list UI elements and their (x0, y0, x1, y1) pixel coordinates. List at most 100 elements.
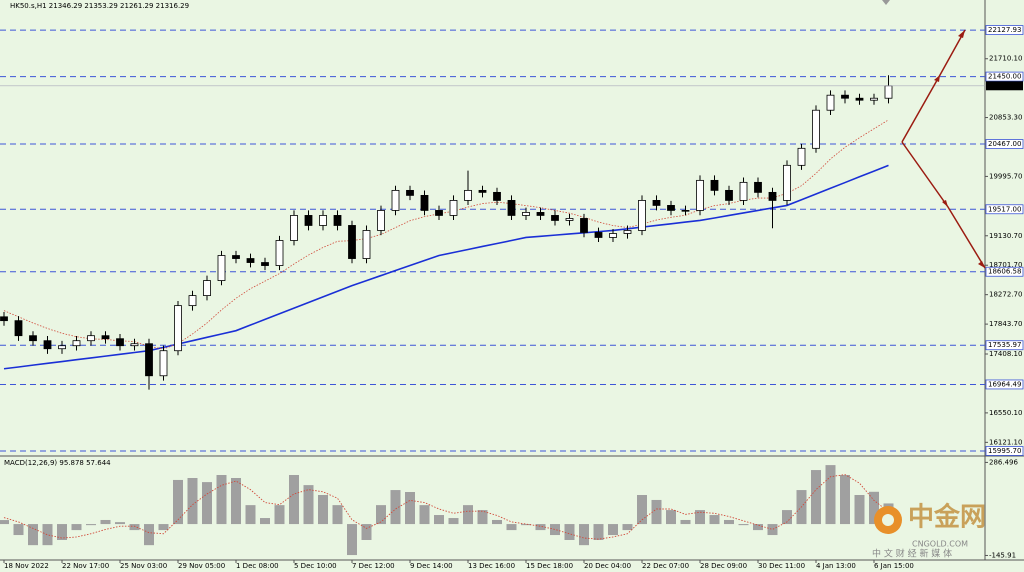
candle-body (435, 210, 443, 216)
x-tick-label: 1 Dec 08:00 (236, 562, 279, 570)
candle-body (406, 189, 414, 196)
brand: 中金网 (908, 502, 986, 533)
macd-bar (738, 524, 749, 526)
candle-body (130, 343, 139, 347)
candle-body (72, 340, 81, 347)
x-tick-label: 28 Dec 09:00 (700, 562, 747, 570)
macd-bar (100, 519, 111, 525)
macd-bar (753, 524, 763, 531)
x-tick-label: 6 Jan 15:00 (874, 562, 914, 570)
candle-body (696, 179, 704, 211)
x-tick-label: 4 Jan 13:00 (816, 562, 856, 570)
candle-body (507, 200, 516, 216)
macd-bar (535, 524, 546, 531)
level-label: 20467.00 (988, 140, 1021, 148)
candle-body (188, 295, 197, 307)
macd-bar (245, 505, 256, 525)
macd-bar (593, 524, 604, 540)
candle-body (594, 232, 603, 238)
candle-body (667, 205, 675, 211)
watermark: 中金网 CNGOLD.COM 中 文 财 经 新 媒 体 (872, 502, 986, 560)
macd-bar (637, 495, 647, 525)
x-tick-label: 9 Dec 14:00 (410, 562, 453, 570)
level-label-box (985, 379, 1024, 390)
current-price-box (986, 81, 1023, 91)
slogan: 中 文 财 经 新 媒 体 (872, 548, 952, 560)
arrow-head (958, 30, 965, 38)
candle-body (884, 85, 893, 99)
macd-bar (434, 515, 444, 525)
candle-body (681, 210, 690, 212)
y-tick-label: 18272.70 (989, 291, 1022, 299)
macd-bar (144, 524, 154, 546)
candle-body (101, 335, 110, 340)
candle-body (333, 215, 342, 226)
candle-body (783, 164, 791, 201)
macd-bar (28, 524, 38, 546)
candle-body (145, 343, 153, 377)
macd-bar (782, 510, 792, 525)
candle-body (420, 194, 429, 211)
macd-bar (854, 495, 865, 525)
macd-bar (666, 510, 676, 525)
site: CNGOLD.COM (912, 540, 968, 549)
level-label: 22127.93 (988, 26, 1021, 34)
macd-bar (129, 524, 140, 531)
candle-body (29, 335, 37, 342)
macd-bar (158, 524, 169, 531)
macd-bar (477, 510, 488, 525)
candle-body (478, 189, 487, 193)
macd-bar (463, 505, 473, 525)
candle-body (826, 94, 835, 111)
y-tick-label: 17843.70 (989, 320, 1022, 328)
candle-body (362, 230, 371, 259)
candle-body (232, 255, 240, 259)
candle-body (652, 200, 661, 206)
macd-bar (608, 524, 618, 536)
y-tick-label: 18701.70 (989, 261, 1022, 269)
level-label-box (985, 139, 1024, 149)
macd-bar (57, 524, 67, 540)
candle-body (14, 320, 23, 337)
macd-bar (173, 479, 183, 525)
macd-bar (318, 495, 328, 525)
macd-bar (231, 478, 241, 525)
candle-body (217, 255, 226, 281)
candle-body (710, 179, 719, 191)
macd-bar (216, 475, 227, 525)
candle-body (580, 218, 588, 233)
macd-bar (115, 522, 125, 525)
candle-body (159, 350, 168, 377)
macd-bar (869, 491, 879, 525)
level-label: 17535.97 (988, 341, 1021, 349)
macd-bar (71, 524, 82, 531)
candle-body (536, 212, 545, 216)
candle-body (812, 109, 820, 149)
candle-body (493, 191, 501, 201)
macd-bar (347, 524, 357, 556)
candle-body (739, 181, 748, 201)
level-label-box (985, 71, 1024, 82)
macd-bar (550, 524, 560, 536)
candle-body (116, 338, 124, 347)
candle-body (246, 258, 255, 263)
x-tick-label: 22 Dec 07:00 (642, 562, 689, 570)
level-label: 16964.49 (988, 380, 1021, 388)
x-tick-label: 5 Dec 10:00 (294, 562, 337, 570)
candle-body (725, 189, 733, 201)
candle-body (391, 189, 400, 211)
macd-bar (695, 510, 705, 525)
arrow-head (942, 200, 948, 207)
candle-body (377, 210, 385, 231)
macd-bar (202, 482, 212, 525)
y-tick-label: 16121.10 (989, 438, 1022, 446)
macd-bar (840, 475, 850, 525)
macd-bar (332, 505, 343, 525)
macd-bar (506, 524, 517, 531)
arrow-heads (934, 30, 985, 268)
candle-body (551, 215, 559, 221)
signal-line (3, 474, 889, 540)
macd-bar (564, 524, 575, 540)
candle-body (87, 335, 95, 342)
